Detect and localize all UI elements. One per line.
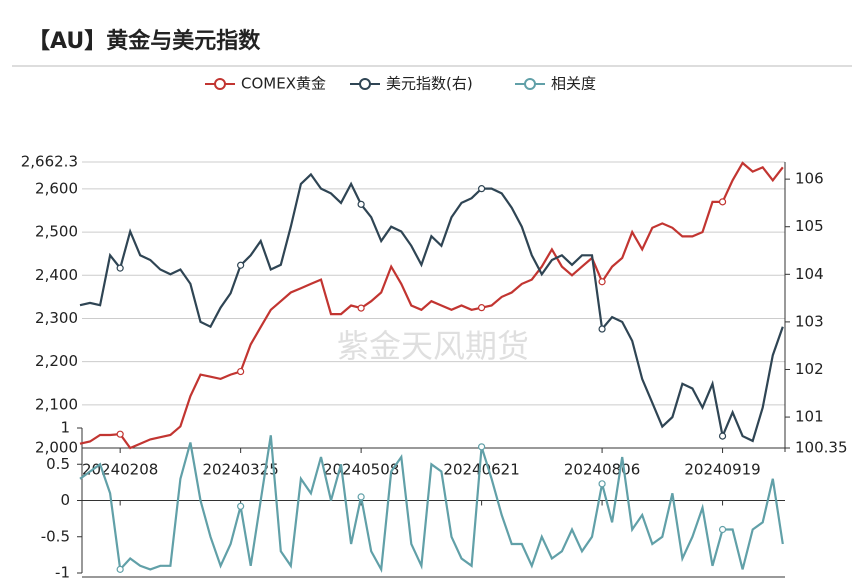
series-symbol (478, 443, 486, 451)
y3-tick-label: -1 (55, 564, 70, 582)
series-line (79, 435, 784, 574)
legend-symbol (524, 78, 536, 90)
legend-label: COMEX黄金 (241, 75, 326, 93)
chart-title: 【AU】黄金与美元指数 (28, 28, 261, 54)
y-tick-label: 2,000 (35, 439, 78, 457)
x-tick-label: 20240919 (684, 461, 760, 479)
y-tick-label: 2,100 (35, 395, 78, 413)
y2-tick-label: 102 (795, 360, 824, 378)
y-tick-label: 2,400 (35, 266, 78, 284)
series-symbol (598, 480, 606, 488)
series-symbol (598, 278, 606, 286)
legend-label: 美元指数(右) (386, 75, 473, 93)
y2-tick-label: 103 (795, 312, 824, 330)
legend-symbol (359, 78, 371, 90)
series-symbol (116, 264, 124, 272)
series-symbol (357, 493, 365, 501)
y2-tick-label: 100.35 (795, 439, 848, 457)
y3-tick-label: 0.5 (46, 455, 70, 473)
legend-label: 相关度 (551, 75, 596, 93)
x-tick-label: 20240806 (564, 461, 640, 479)
x-tick-label: 20240508 (323, 461, 399, 479)
y-tick-label: 2,200 (35, 352, 78, 370)
y-tick-label: 2,300 (35, 309, 78, 327)
y-tick-label: 2,662.3 (21, 153, 78, 171)
y2-tick-label: 104 (795, 265, 824, 283)
series-symbol (237, 261, 245, 269)
series-symbol (598, 325, 606, 333)
y3-tick-label: 0 (60, 491, 70, 509)
series-symbol (237, 502, 245, 510)
series-symbol (478, 304, 486, 312)
watermark: 紫金天风期货 (337, 327, 529, 365)
x-tick-label: 20240325 (202, 461, 278, 479)
series-symbol (718, 525, 727, 534)
y2-tick-label: 101 (795, 408, 824, 426)
y-tick-label: 2,600 (35, 179, 78, 197)
series-symbol (116, 430, 124, 438)
series-line (79, 161, 784, 450)
series-symbol (718, 198, 727, 206)
legend-symbol (214, 78, 226, 90)
series-symbol (478, 185, 486, 193)
series-symbol (718, 432, 727, 440)
series-symbol (237, 367, 245, 376)
y3-tick-label: -0.5 (41, 527, 70, 545)
y-tick-label: 2,500 (35, 223, 78, 241)
y2-tick-label: 106 (795, 170, 824, 188)
series-symbol (357, 304, 365, 312)
series-symbol (357, 200, 365, 208)
y2-tick-label: 105 (795, 217, 824, 235)
x-tick-label: 20240621 (443, 461, 519, 479)
series-line (79, 172, 784, 443)
series-symbol (116, 565, 124, 573)
y3-tick-label: 1 (60, 419, 70, 437)
